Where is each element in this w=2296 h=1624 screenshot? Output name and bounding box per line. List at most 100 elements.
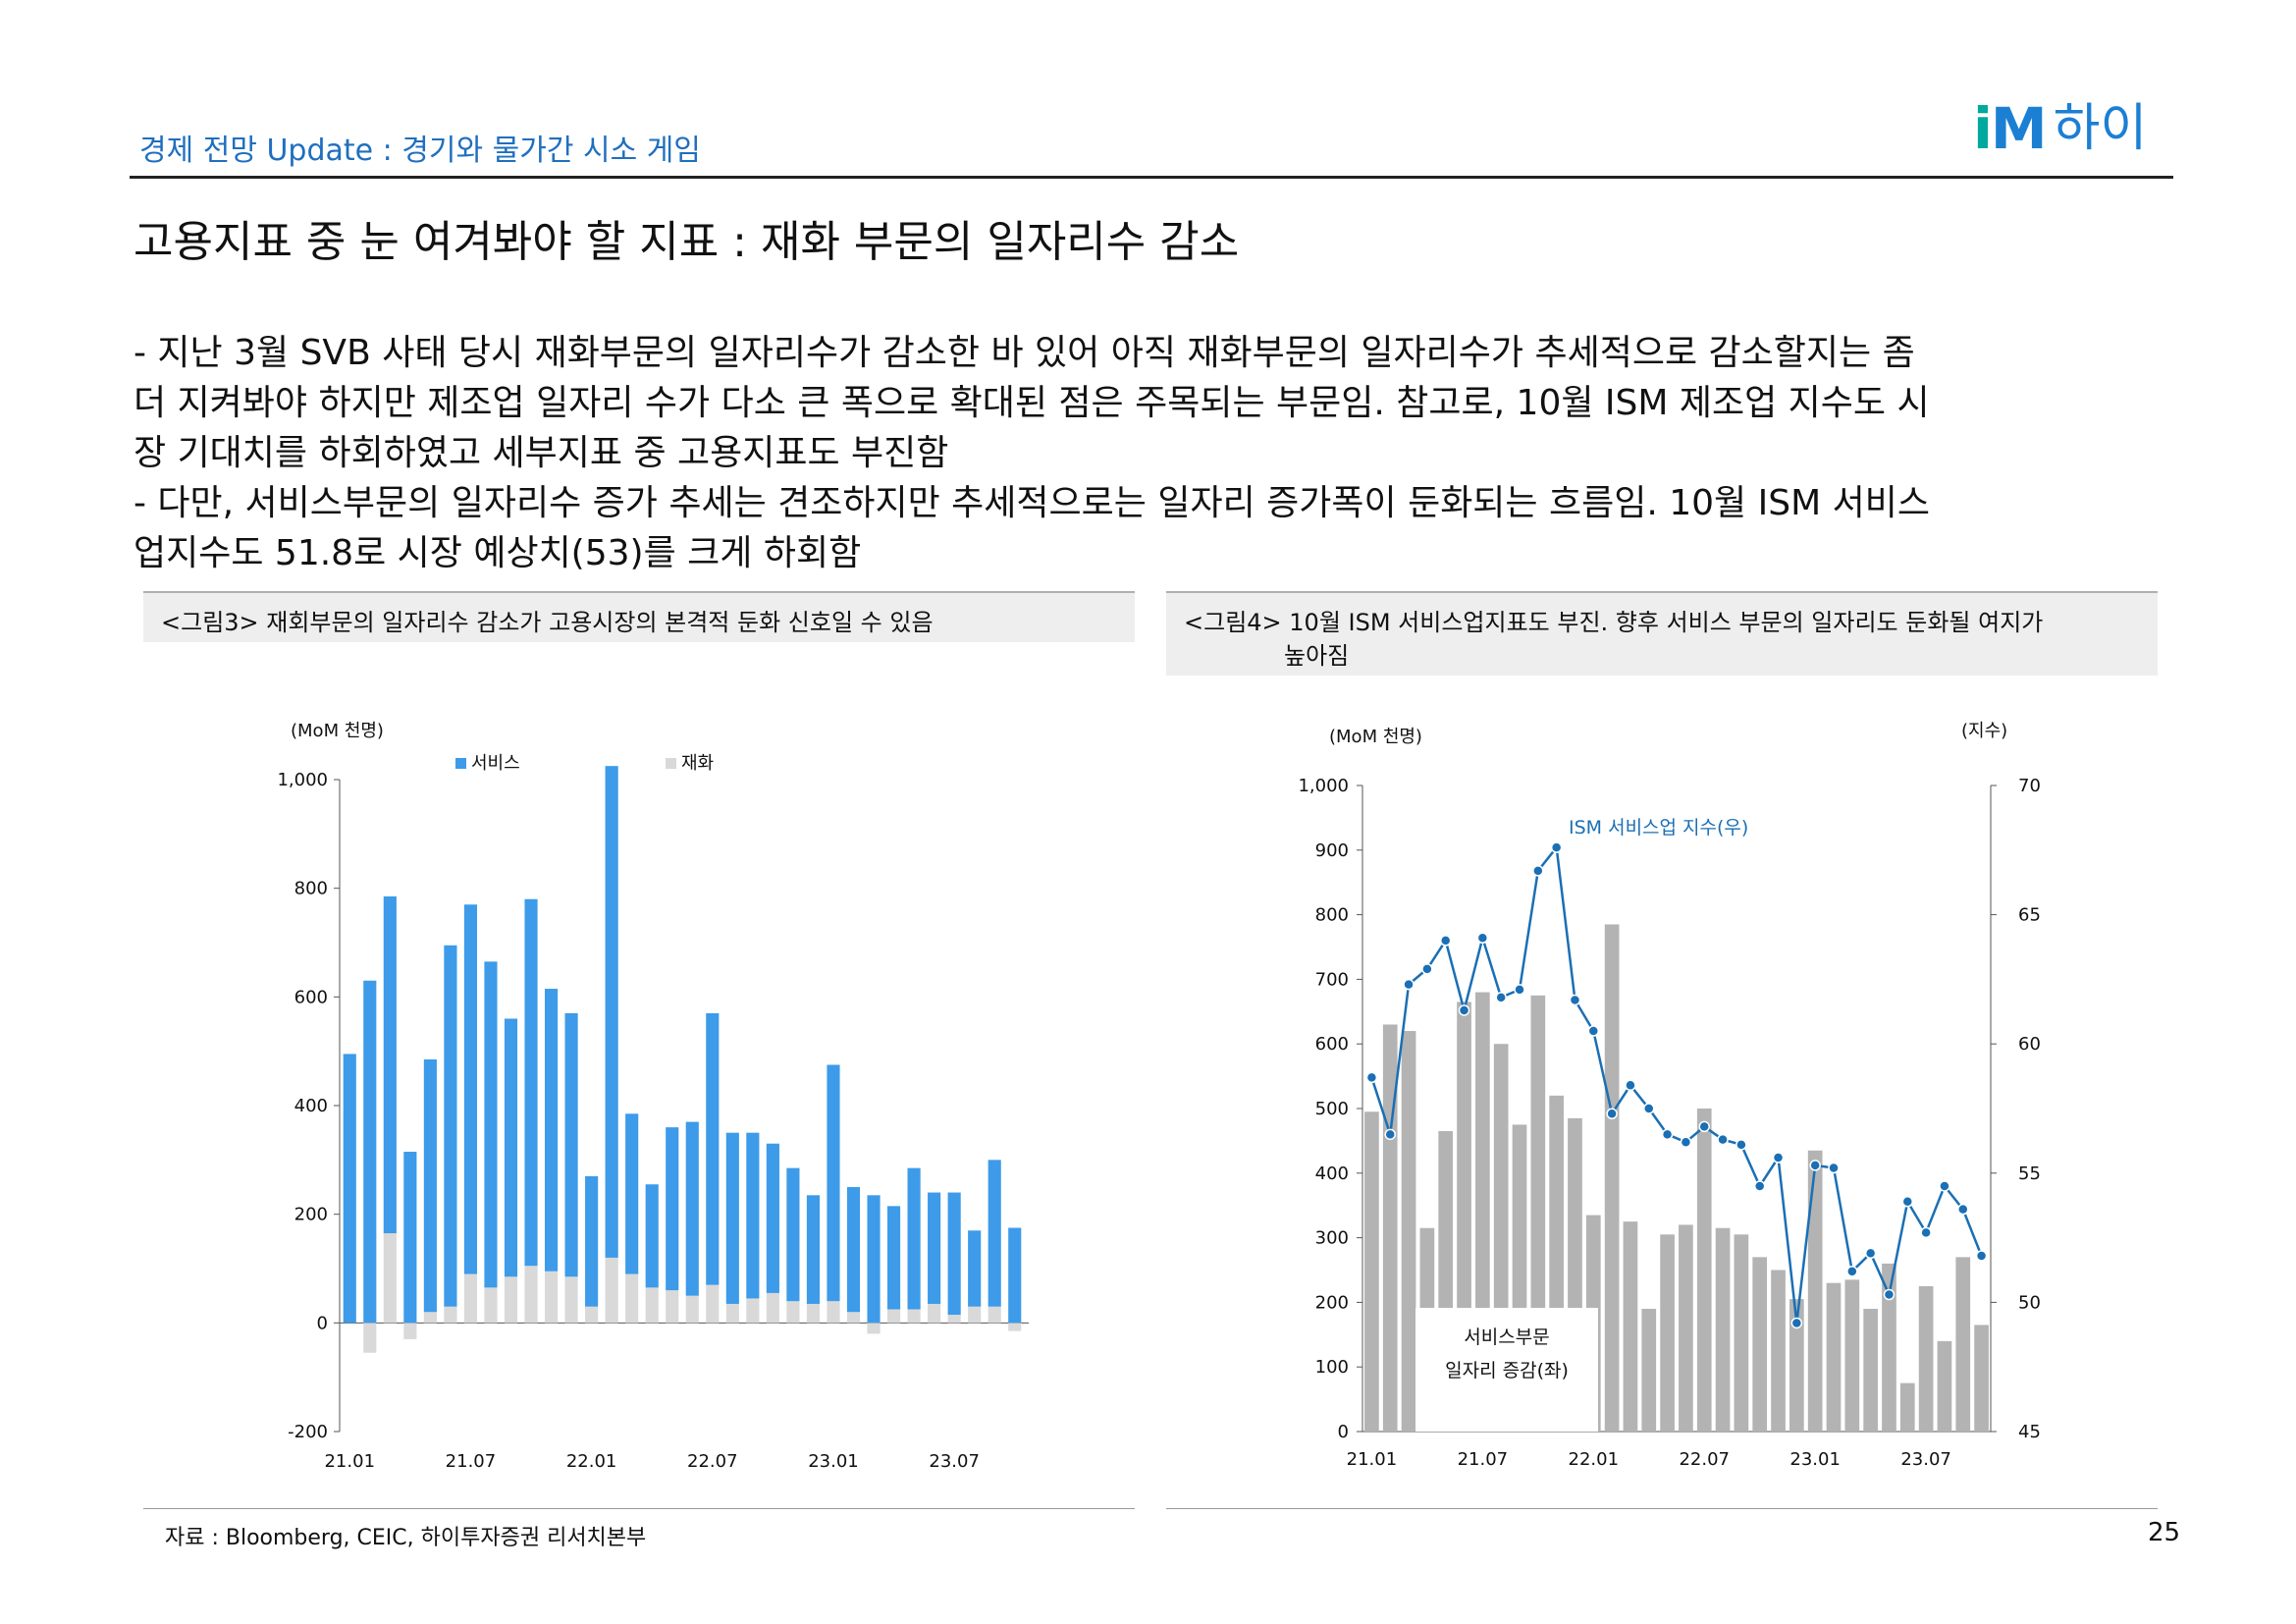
bar-services-jobs (1696, 1109, 1712, 1432)
legend-label-goods: 재화 (681, 753, 714, 774)
bar-services (524, 898, 538, 1267)
x-tick-label: 23.07 (929, 1451, 980, 1472)
y-tick-label: -200 (288, 1422, 328, 1442)
footer-divider-right (1166, 1508, 2158, 1509)
legend-swatch-goods (666, 758, 676, 769)
bar-services (907, 1167, 921, 1310)
bar-services-jobs (1899, 1382, 1915, 1432)
bar-goods (666, 1290, 679, 1324)
left-y-tick-label: 700 (1315, 969, 1349, 990)
bar-goods (504, 1276, 518, 1324)
bar-services (685, 1121, 699, 1296)
bar-services-jobs (1734, 1234, 1749, 1432)
left-y-tick-label: 1,000 (1298, 776, 1349, 796)
body-text-line: - 다만, 서비스부문의 일자리수 증가 추세는 견조하지만 추세적으로는 일자… (133, 483, 1930, 523)
ism-data-point (1384, 1128, 1396, 1141)
bar-services-jobs (1604, 924, 1620, 1432)
bar-goods (685, 1295, 699, 1324)
bar-services (666, 1127, 679, 1291)
header-divider (130, 176, 2173, 179)
ism-data-point (1864, 1247, 1877, 1260)
right-axis-unit-label: (지수) (1961, 721, 2007, 741)
left-axis-unit-label: (MoM 천명) (1329, 727, 1422, 747)
x-tick-label: 21.01 (324, 1451, 375, 1472)
x-tick-label: 23.01 (808, 1451, 859, 1472)
x-tick-label: 22.07 (1679, 1449, 1730, 1470)
right-y-tick-label: 60 (2018, 1034, 2041, 1055)
bar-goods (1008, 1323, 1022, 1331)
ism-services-line (1370, 844, 1983, 1324)
x-tick-label: 21.07 (1458, 1449, 1509, 1470)
series-label-bars-line2: 일자리 증감(좌) (1445, 1360, 1569, 1381)
bar-goods (484, 1287, 498, 1324)
logo-m-letter: M (1990, 95, 2048, 162)
x-tick-label: 22.01 (566, 1451, 617, 1472)
ism-data-point (1514, 984, 1525, 996)
ism-data-point (1587, 1025, 1600, 1037)
bar-services (846, 1187, 861, 1313)
bar-goods (746, 1298, 760, 1324)
figure4-caption: <그림4> 10월 ISM 서비스업지표도 부진. 향후 서비스 부문의 일자리… (1166, 591, 2158, 676)
ism-data-point (1790, 1317, 1803, 1329)
ism-data-point (1975, 1250, 1988, 1262)
slide-title: 고용지표 중 눈 여겨봐야 할 지표 : 재화 부문의 일자리수 감소 (133, 217, 1240, 267)
bar-goods (928, 1303, 941, 1324)
body-text-line: 업지수도 51.8로 시장 예상치(53)를 크게 하회함 (133, 533, 862, 573)
left-y-tick-label: 500 (1315, 1099, 1349, 1119)
bar-services (363, 980, 377, 1324)
bar-services-jobs (1955, 1257, 1971, 1432)
bar-services-jobs (1752, 1257, 1768, 1432)
left-y-tick-label: 300 (1315, 1228, 1349, 1249)
bar-goods (625, 1273, 639, 1324)
figure4-caption-text-line2: 높아짐 (1284, 642, 1350, 670)
bar-services-jobs (1789, 1299, 1804, 1432)
ism-data-point (1569, 994, 1581, 1006)
bar-goods (725, 1303, 739, 1324)
bar-services (1008, 1227, 1022, 1324)
bar-services (463, 904, 478, 1274)
bar-services (484, 961, 498, 1288)
ism-data-point (1920, 1226, 1932, 1239)
left-y-tick-label: 900 (1315, 840, 1349, 861)
bar-services-jobs (1364, 1111, 1379, 1432)
series-label-ism: ISM 서비스업 지수(우) (1569, 817, 1748, 839)
ism-data-point (1698, 1120, 1710, 1133)
body-text-line: 장 기대치를 하회하였고 세부지표 중 고용지표도 부진함 (133, 433, 949, 473)
ism-data-point (1476, 932, 1489, 945)
bar-services-jobs (1918, 1285, 1934, 1432)
footer-divider-left (143, 1508, 1135, 1509)
x-tick-label: 21.07 (446, 1451, 497, 1472)
x-tick-label: 22.07 (687, 1451, 738, 1472)
series-label-box (1415, 1308, 1598, 1432)
bar-services (928, 1192, 941, 1304)
bar-services-jobs (1623, 1221, 1638, 1432)
ism-data-point (1458, 1004, 1470, 1016)
report-title: 경제 전망 Update : 경기와 물가간 시소 게임 (139, 134, 701, 168)
bar-services (423, 1058, 437, 1313)
bar-goods (706, 1284, 720, 1324)
bar-services (947, 1192, 961, 1316)
ism-data-point (1365, 1071, 1378, 1084)
right-y-tick-label: 55 (2018, 1164, 2041, 1184)
figure3-caption-text: <그림3> 재회부문의 일자리수 감소가 고용시장의 본격적 둔화 신호일 수 … (161, 609, 934, 636)
y-tick-label: 800 (294, 879, 328, 899)
bar-services (403, 1152, 417, 1324)
y-axis-unit-label: (MoM 천명) (291, 721, 384, 741)
bar-goods (988, 1306, 1001, 1324)
bar-services (343, 1054, 356, 1324)
left-y-tick-label: 100 (1315, 1357, 1349, 1378)
bar-goods (645, 1287, 659, 1324)
bar-goods (806, 1303, 821, 1324)
bar-services-jobs (1807, 1150, 1823, 1432)
bar-goods (544, 1271, 559, 1324)
bar-goods (968, 1306, 982, 1324)
bar-goods (886, 1309, 901, 1324)
bar-goods (444, 1306, 457, 1324)
ism-data-point (1606, 1108, 1618, 1120)
bar-goods (403, 1323, 417, 1339)
y-tick-label: 0 (317, 1313, 328, 1333)
bar-goods (947, 1315, 961, 1324)
source-note: 자료 : Bloomberg, CEIC, 하이투자증권 리서치본부 (165, 1526, 647, 1550)
figure3-caption: <그림3> 재회부문의 일자리수 감소가 고용시장의 본격적 둔화 신호일 수 … (143, 591, 1135, 642)
ism-data-point (1846, 1266, 1858, 1277)
